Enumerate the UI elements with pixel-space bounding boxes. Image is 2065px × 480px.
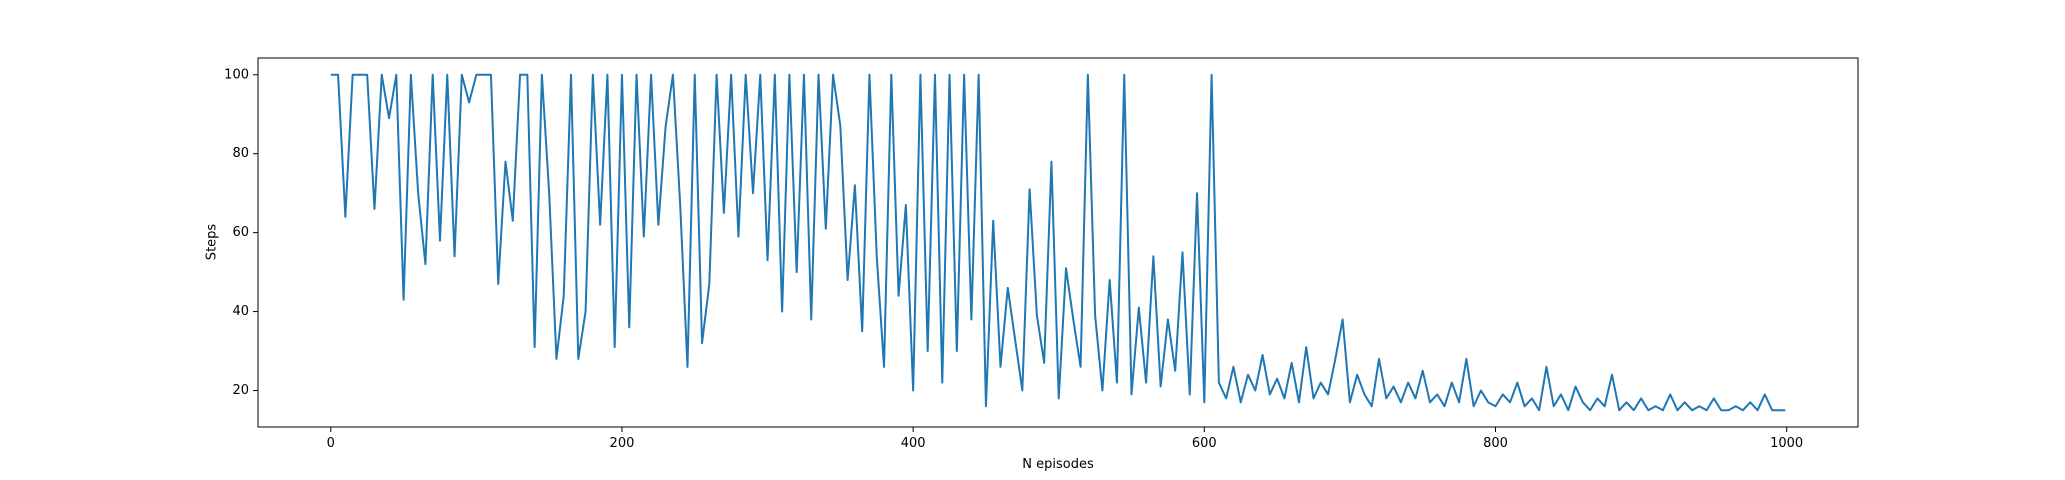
y-axis-label: Steps xyxy=(205,224,220,261)
x-tick-label: 800 xyxy=(1483,436,1508,451)
y-tick-label: 40 xyxy=(232,304,249,319)
x-tick-label: 600 xyxy=(1192,436,1217,451)
x-tick-label: 400 xyxy=(901,436,926,451)
x-tick-label: 200 xyxy=(610,436,635,451)
y-tick-label: 20 xyxy=(232,383,249,398)
plot-frame xyxy=(257,57,1859,428)
y-tick-label: 80 xyxy=(232,146,249,161)
y-tick-label: 100 xyxy=(224,67,249,82)
data-line xyxy=(330,73,1786,412)
y-tick-label: 60 xyxy=(232,225,249,240)
x-axis-label: N episodes xyxy=(1022,457,1094,472)
x-tick-label: 1000 xyxy=(1770,436,1803,451)
x-tick-label: 0 xyxy=(327,436,335,451)
